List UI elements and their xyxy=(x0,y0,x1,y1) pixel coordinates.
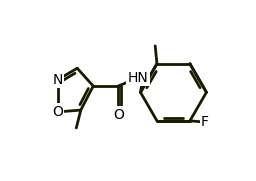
Text: O: O xyxy=(113,108,124,122)
Text: N: N xyxy=(52,73,63,87)
Text: O: O xyxy=(52,105,63,119)
Text: HN: HN xyxy=(127,71,148,85)
Text: F: F xyxy=(201,115,209,129)
